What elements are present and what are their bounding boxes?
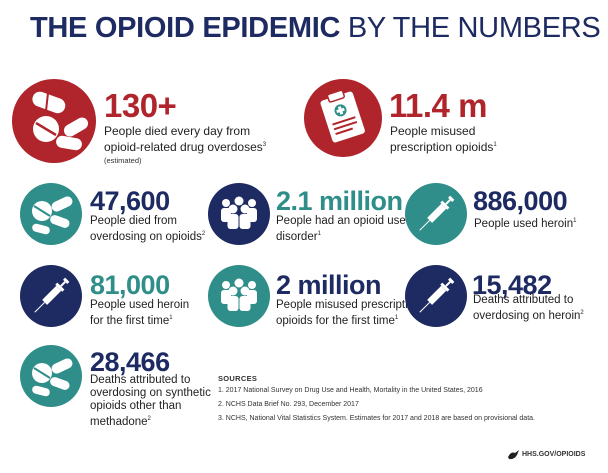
syringe-icon (20, 265, 82, 327)
desc-line: People had an opioid use (276, 215, 406, 227)
desc-line: People used heroin (90, 299, 190, 311)
sources-section: SOURCES 1. 2017 National Survey on Drug … (218, 374, 598, 428)
clipboard-icon (304, 79, 382, 157)
pills-icon (12, 79, 96, 163)
desc-line: People died from (90, 215, 177, 227)
pills-icon (20, 345, 82, 407)
desc-line: People used heroin (474, 218, 574, 230)
footnote-ref: 2 (580, 310, 584, 316)
stat-description: People used heroin for the first time1 (90, 299, 189, 328)
stat-description: People died every day from opioid-relate… (104, 124, 266, 168)
desc-line: Deaths attributed to (90, 374, 191, 386)
source-item: 1. 2017 National Survey on Drug Use and … (218, 387, 483, 394)
stat-number: 2.1 million (276, 186, 403, 216)
people-icon (208, 183, 270, 245)
desc-line: methadone (90, 416, 148, 428)
pills-icon (20, 183, 82, 245)
desc-line: opioid-related drug overdoses (104, 140, 263, 154)
stat-number: 2 million (276, 270, 382, 300)
estimate-note: (estimated) (104, 156, 142, 165)
stat-number: 11.4 m (389, 87, 487, 124)
stat-description: Deaths attributed to overdosing on synth… (90, 374, 211, 429)
stat-number: 47,600 (90, 186, 170, 216)
desc-line: disorder (276, 231, 318, 243)
stat-number: 886,000 (473, 186, 568, 216)
desc-line: prescription opioids (390, 140, 494, 154)
syringe-icon (405, 265, 467, 327)
desc-line: opioids for the first time (276, 315, 395, 327)
desc-line: overdosing on synthetic (90, 387, 211, 399)
footnote-ref: 1 (573, 218, 577, 224)
stat-description: People used heroin1 (474, 215, 576, 231)
desc-line: overdosing on heroin (473, 310, 581, 322)
desc-line: Deaths attributed to (473, 294, 574, 306)
footnote-ref: 3 (262, 142, 267, 148)
desc-line: for the first time (90, 315, 170, 327)
hhs-eagle-icon (507, 448, 520, 461)
stat-number: 81,000 (90, 270, 170, 300)
stat-description: People died from overdosing on opioids2 (90, 215, 205, 244)
source-item: 2. NCHS Data Brief No. 293, December 201… (218, 401, 359, 408)
footnote-ref: 1 (317, 231, 321, 237)
stat-number: 130+ (104, 87, 177, 124)
stat-description: Deaths attributed to overdosing on heroi… (473, 294, 584, 323)
stat-description: People had an opioid use disorder1 (276, 215, 406, 244)
syringe-icon (405, 183, 467, 245)
desc-line: People misused (390, 124, 476, 138)
stat-number: 28,466 (90, 347, 170, 377)
footnote-ref: 2 (201, 231, 206, 237)
sources-heading: SOURCES (218, 374, 258, 383)
desc-line: opioids other than (90, 400, 182, 412)
brand-link[interactable]: HHS.GOV/OPIOIDS (522, 451, 586, 458)
footnote-ref: 1 (169, 315, 173, 321)
desc-line: overdosing on opioids (90, 231, 202, 243)
footnote-ref: 1 (493, 142, 497, 148)
title-bold: THE OPIOID EPIDEMIC (30, 12, 341, 44)
footnote-ref: 2 (147, 416, 151, 422)
stat-description: People misused prescription opioids1 (390, 124, 497, 154)
footnote-ref: 1 (394, 315, 399, 321)
people-icon (208, 265, 270, 327)
source-item: 3. NCHS, National Vital Statistics Syste… (218, 415, 535, 422)
desc-line: People misused prescription (276, 299, 421, 311)
desc-line: People died every day from (104, 124, 251, 138)
stat-number: 15,482 (472, 270, 552, 300)
page-title: THE OPIOID EPIDEMIC BY THE NUMBERS (30, 8, 601, 48)
stat-description: People misused prescription opioids for … (276, 299, 420, 328)
sources-list: 1. 2017 National Survey on Drug Use and … (218, 386, 598, 423)
title-light: BY THE NUMBERS (347, 12, 601, 44)
